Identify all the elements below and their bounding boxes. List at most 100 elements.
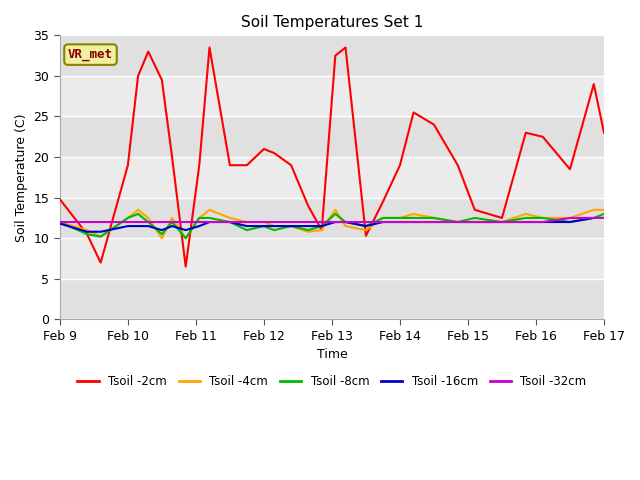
Tsoil -16cm <box>304 223 312 229</box>
Tsoil -4cm <box>195 215 203 221</box>
Tsoil -32cm <box>471 219 479 225</box>
Bar <box>60 76 604 117</box>
Tsoil -8cm <box>243 227 251 233</box>
Tsoil -32cm <box>287 219 295 225</box>
Tsoil -4cm <box>205 207 213 213</box>
Tsoil -4cm <box>145 215 152 221</box>
Tsoil -2cm <box>410 109 417 115</box>
Tsoil -32cm <box>454 219 461 225</box>
Bar <box>60 238 604 279</box>
Bar <box>60 157 604 198</box>
Tsoil -32cm <box>600 215 608 221</box>
Y-axis label: Soil Temperature (C): Soil Temperature (C) <box>15 113 28 241</box>
Tsoil -16cm <box>145 223 152 229</box>
Tsoil -4cm <box>362 227 370 233</box>
Tsoil -4cm <box>410 211 417 217</box>
Tsoil -32cm <box>195 219 203 225</box>
Tsoil -32cm <box>158 219 166 225</box>
Tsoil -2cm <box>342 45 349 50</box>
Tsoil -2cm <box>430 122 438 128</box>
Tsoil -16cm <box>454 219 461 225</box>
Tsoil -4cm <box>243 219 251 225</box>
Tsoil -16cm <box>124 223 132 229</box>
Tsoil -16cm <box>182 227 189 233</box>
Tsoil -4cm <box>600 207 608 213</box>
Bar <box>60 198 604 238</box>
Tsoil -16cm <box>410 219 417 225</box>
Tsoil -32cm <box>83 219 91 225</box>
Tsoil -4cm <box>498 219 506 225</box>
Tsoil -16cm <box>332 219 339 225</box>
Tsoil -8cm <box>195 215 203 221</box>
Tsoil -8cm <box>226 219 234 225</box>
Tsoil -32cm <box>362 219 370 225</box>
Tsoil -8cm <box>56 219 64 225</box>
X-axis label: Time: Time <box>317 348 348 361</box>
Tsoil -16cm <box>260 223 268 229</box>
Tsoil -2cm <box>158 77 166 83</box>
Tsoil -8cm <box>590 215 598 221</box>
Tsoil -2cm <box>83 231 91 237</box>
Tsoil -8cm <box>430 215 438 221</box>
Tsoil -32cm <box>590 215 598 221</box>
Tsoil -8cm <box>342 219 349 225</box>
Tsoil -8cm <box>471 215 479 221</box>
Tsoil -2cm <box>134 73 142 79</box>
Tsoil -8cm <box>539 215 547 221</box>
Tsoil -16cm <box>566 219 574 225</box>
Tsoil -2cm <box>168 154 176 160</box>
Tsoil -4cm <box>430 215 438 221</box>
Bar <box>60 36 604 76</box>
Tsoil -8cm <box>566 219 574 225</box>
Tsoil -2cm <box>566 167 574 172</box>
Tsoil -2cm <box>304 203 312 209</box>
Tsoil -4cm <box>287 223 295 229</box>
Tsoil -16cm <box>195 223 203 229</box>
Tsoil -8cm <box>379 215 387 221</box>
Tsoil -32cm <box>270 219 278 225</box>
Tsoil -4cm <box>454 219 461 225</box>
Tsoil -4cm <box>83 227 91 233</box>
Tsoil -2cm <box>243 162 251 168</box>
Tsoil -8cm <box>83 231 91 237</box>
Tsoil -4cm <box>522 211 530 217</box>
Tsoil -8cm <box>260 223 268 229</box>
Tsoil -8cm <box>158 231 166 237</box>
Tsoil -4cm <box>270 223 278 229</box>
Tsoil -16cm <box>396 219 404 225</box>
Tsoil -4cm <box>182 235 189 241</box>
Tsoil -2cm <box>97 260 104 265</box>
Tsoil -16cm <box>168 223 176 229</box>
Tsoil -2cm <box>362 233 370 239</box>
Tsoil -32cm <box>342 219 349 225</box>
Tsoil -16cm <box>379 219 387 225</box>
Tsoil -2cm <box>471 207 479 213</box>
Tsoil -32cm <box>522 219 530 225</box>
Tsoil -4cm <box>396 215 404 221</box>
Tsoil -32cm <box>97 219 104 225</box>
Tsoil -8cm <box>304 227 312 233</box>
Tsoil -32cm <box>182 219 189 225</box>
Tsoil -8cm <box>168 219 176 225</box>
Tsoil -32cm <box>226 219 234 225</box>
Tsoil -8cm <box>134 211 142 217</box>
Tsoil -4cm <box>226 215 234 221</box>
Tsoil -32cm <box>134 219 142 225</box>
Tsoil -32cm <box>260 219 268 225</box>
Tsoil -2cm <box>454 162 461 168</box>
Tsoil -8cm <box>410 215 417 221</box>
Line: Tsoil -2cm: Tsoil -2cm <box>60 48 604 267</box>
Tsoil -16cm <box>134 223 142 229</box>
Tsoil -2cm <box>56 196 64 202</box>
Tsoil -8cm <box>205 215 213 221</box>
Tsoil -8cm <box>287 223 295 229</box>
Tsoil -8cm <box>182 235 189 241</box>
Tsoil -8cm <box>498 219 506 225</box>
Tsoil -16cm <box>226 219 234 225</box>
Tsoil -16cm <box>600 215 608 221</box>
Tsoil -16cm <box>342 219 349 225</box>
Tsoil -32cm <box>379 219 387 225</box>
Tsoil -16cm <box>270 223 278 229</box>
Tsoil -32cm <box>304 219 312 225</box>
Tsoil -2cm <box>600 130 608 136</box>
